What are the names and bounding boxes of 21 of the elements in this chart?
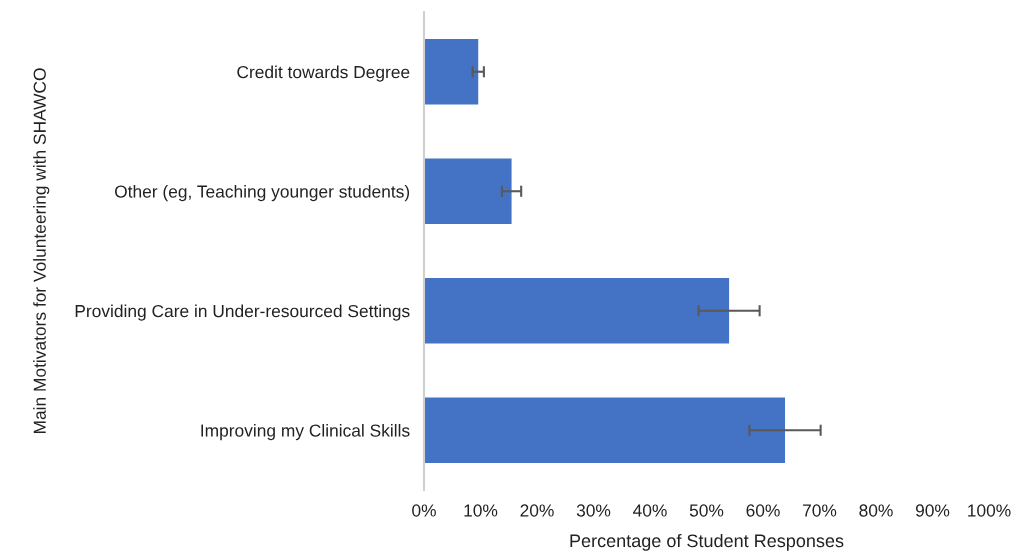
bar (424, 158, 512, 225)
x-tick-label: 50% (689, 504, 724, 517)
y-tick-label: Providing Care in Under-resourced Settings (75, 304, 410, 321)
x-axis-title: Percentage of Student Responses (570, 533, 844, 551)
y-tick-label: Credit towards Degree (237, 65, 410, 82)
x-tick-label: 100% (968, 504, 1011, 517)
y-tick-label: Other (eg, Teaching younger students) (114, 184, 410, 202)
bar (424, 277, 730, 344)
bar (424, 397, 786, 464)
x-tick-label: 30% (576, 504, 611, 517)
y-axis-title: Main Motivators for Volunteering with SHAWCO (33, 68, 50, 434)
x-tick-label: 60% (746, 504, 780, 517)
x-tick-label: 0% (412, 504, 436, 517)
bar (424, 38, 479, 105)
y-tick-label: Improving my Clinical Skills (201, 423, 410, 441)
x-tick-label: 90% (915, 504, 950, 517)
x-tick-label: 80% (859, 504, 893, 517)
x-tick-label: 10% (464, 504, 498, 517)
x-tick-label: 20% (520, 504, 554, 517)
x-tick-label: 70% (803, 504, 837, 517)
x-tick-label: 40% (633, 504, 667, 517)
